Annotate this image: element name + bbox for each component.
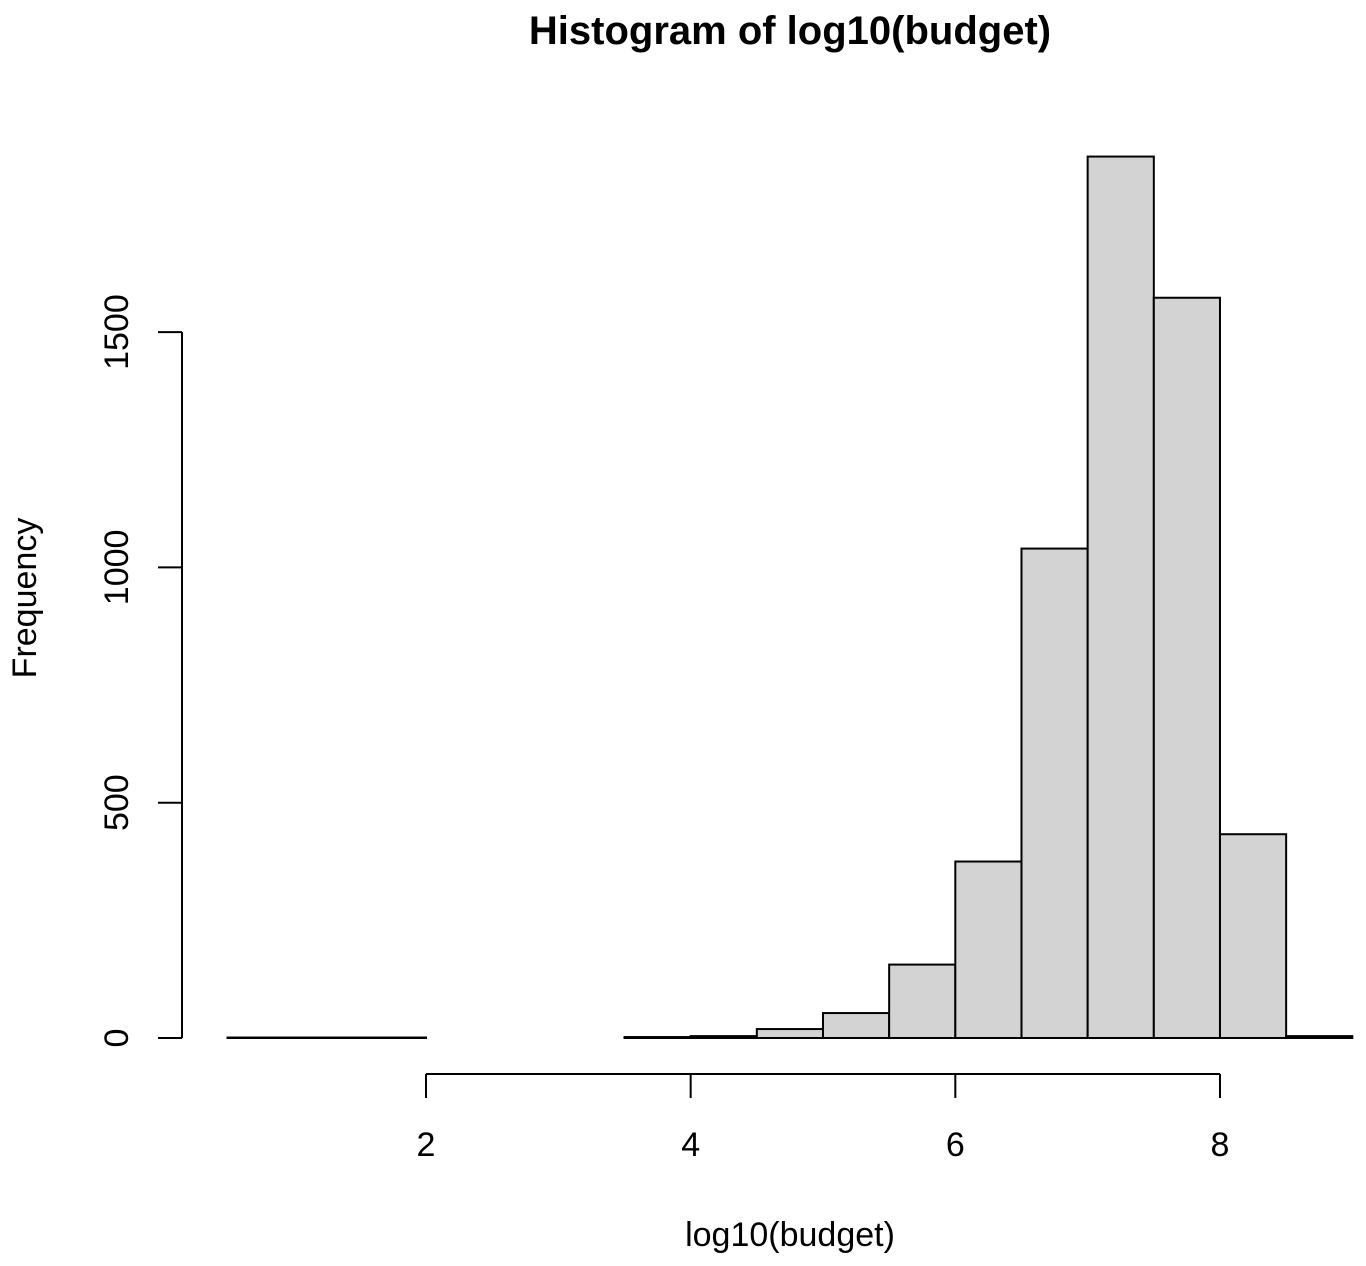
x-tick-label: 8 [1211,1126,1230,1164]
x-axis-label: log10(budget) [685,1216,895,1254]
y-axis-label: Frequency [6,518,44,679]
y-axis: 0 500 1000 1500 [98,294,183,1048]
histogram-bar [1285,1035,1354,1039]
y-tick-label: 0 [98,1029,136,1048]
histogram-bar [954,860,1023,1040]
histogram-bar [1020,547,1089,1039]
histogram-bar [623,1036,692,1040]
x-axis: 2 4 6 8 [417,1073,1230,1164]
histogram-bar [1086,155,1155,1039]
x-tick-label: 2 [417,1126,436,1164]
chart-title: Histogram of log10(budget) [529,9,1051,53]
histogram-bar [821,1012,891,1040]
y-tick-label: 1000 [98,530,136,606]
y-tick-label: 500 [98,774,136,831]
x-tick-label: 6 [946,1126,965,1164]
histogram-bar [1218,833,1288,1040]
y-tick-label: 1500 [98,294,136,370]
x-tick-label: 4 [681,1126,700,1164]
histogram-bar [888,963,957,1040]
histogram-bar [1152,296,1221,1039]
histogram-bar [755,1028,824,1039]
histogram-bar [689,1035,758,1039]
bars-group [226,155,1354,1040]
